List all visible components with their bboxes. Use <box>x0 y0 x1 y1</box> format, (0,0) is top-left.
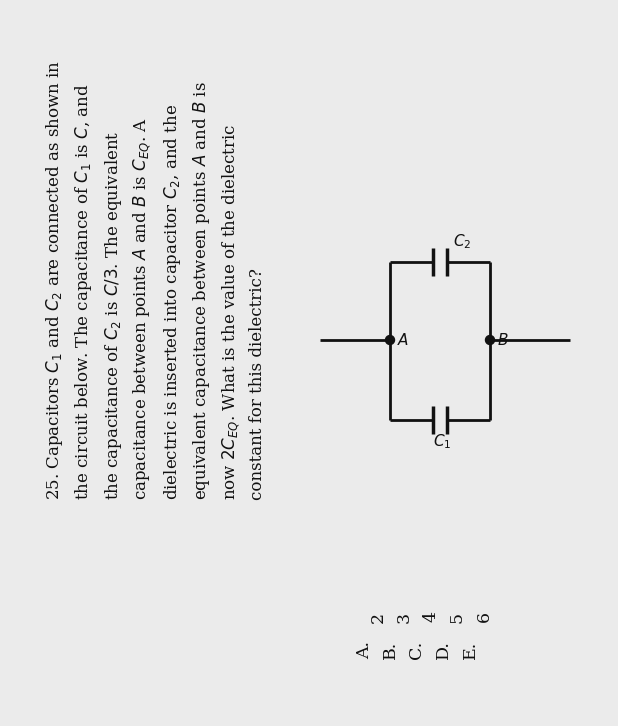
Text: $A$: $A$ <box>397 332 409 348</box>
Text: 6: 6 <box>475 611 493 622</box>
Circle shape <box>486 335 494 345</box>
Text: 5: 5 <box>449 611 465 623</box>
Text: B.: B. <box>381 641 399 659</box>
Text: $C_2$: $C_2$ <box>453 232 472 251</box>
Text: 2: 2 <box>370 611 386 623</box>
Text: $B$: $B$ <box>497 332 509 348</box>
Text: 4: 4 <box>423 611 439 622</box>
Text: 25. Capacitors $C_1$ and $C_2$ are connected as shown in
the circuit below. The : 25. Capacitors $C_1$ and $C_2$ are conne… <box>44 60 266 500</box>
Text: C.: C. <box>408 641 426 659</box>
Circle shape <box>386 335 394 345</box>
Text: A.: A. <box>357 641 373 659</box>
Text: D.: D. <box>434 640 452 659</box>
Text: E.: E. <box>462 641 478 659</box>
Text: 3: 3 <box>396 611 412 623</box>
Text: $C_1$: $C_1$ <box>433 433 451 452</box>
